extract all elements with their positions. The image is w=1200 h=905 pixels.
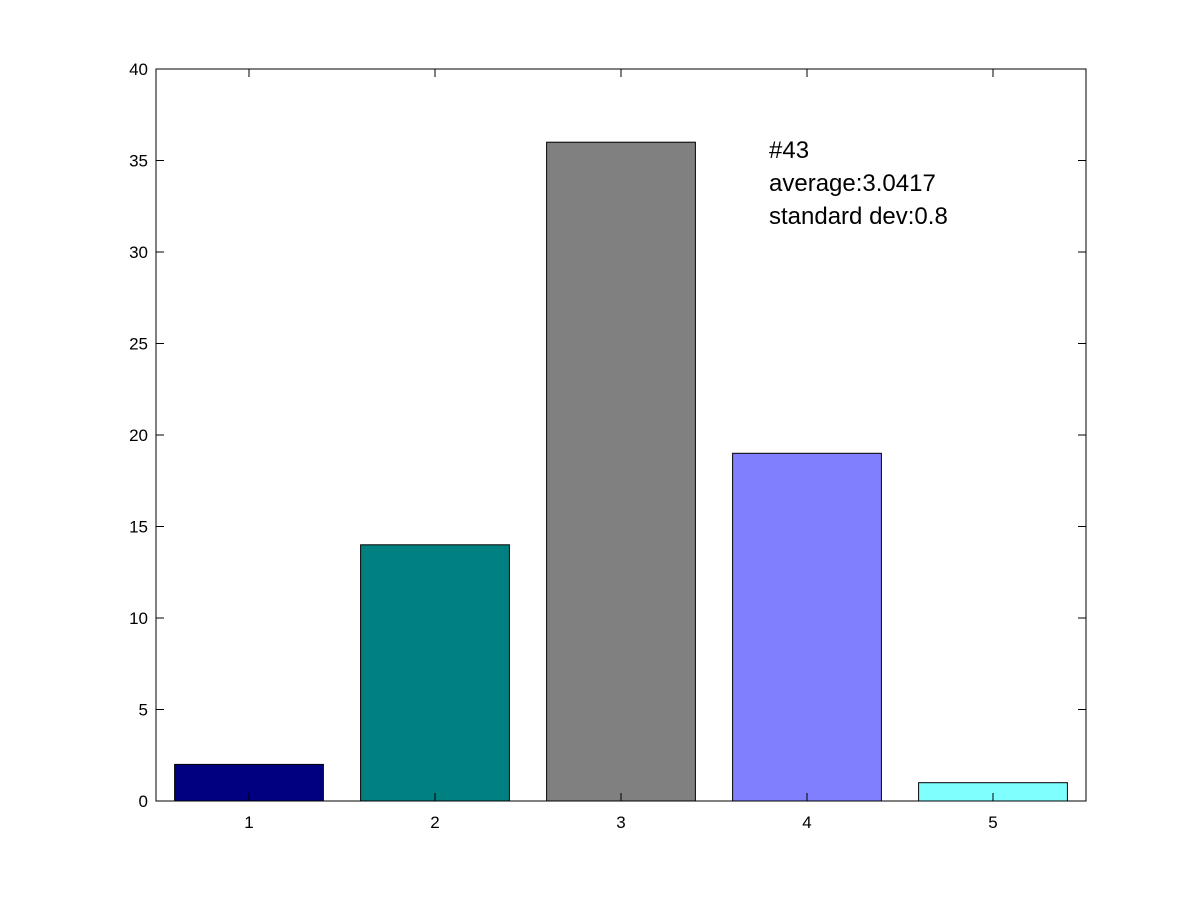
annotation-std-dev: standard dev:0.8 xyxy=(769,203,948,230)
bar-4 xyxy=(732,452,882,802)
y-tick-label: 40 xyxy=(129,60,148,79)
x-tick-label: 3 xyxy=(616,813,625,832)
annotation-count: #43 xyxy=(769,137,809,164)
x-tick-label: 1 xyxy=(244,813,253,832)
bar-2 xyxy=(360,544,510,802)
annotation-average: average:3.0417 xyxy=(769,170,936,197)
y-tick-label: 30 xyxy=(129,243,148,262)
y-tick-label: 5 xyxy=(139,701,148,720)
ticks-layer: 0 5 10 15 20 25 30 35 40 1 2 3 4 5 xyxy=(129,60,1086,832)
x-tick-label: 4 xyxy=(802,813,811,832)
y-tick-label: 20 xyxy=(129,426,148,445)
y-tick-label: 10 xyxy=(129,609,148,628)
y-tick-label: 35 xyxy=(129,152,148,171)
y-tick-label: 25 xyxy=(129,335,148,354)
bars-layer xyxy=(174,141,1068,802)
bar-3 xyxy=(546,141,696,802)
annotation-block: #43 average:3.0417 standard dev:0.8 xyxy=(769,137,948,230)
x-tick-label: 5 xyxy=(988,813,997,832)
y-tick-label: 0 xyxy=(139,792,148,811)
y-tick-label: 15 xyxy=(129,518,148,537)
x-tick-label: 2 xyxy=(430,813,439,832)
